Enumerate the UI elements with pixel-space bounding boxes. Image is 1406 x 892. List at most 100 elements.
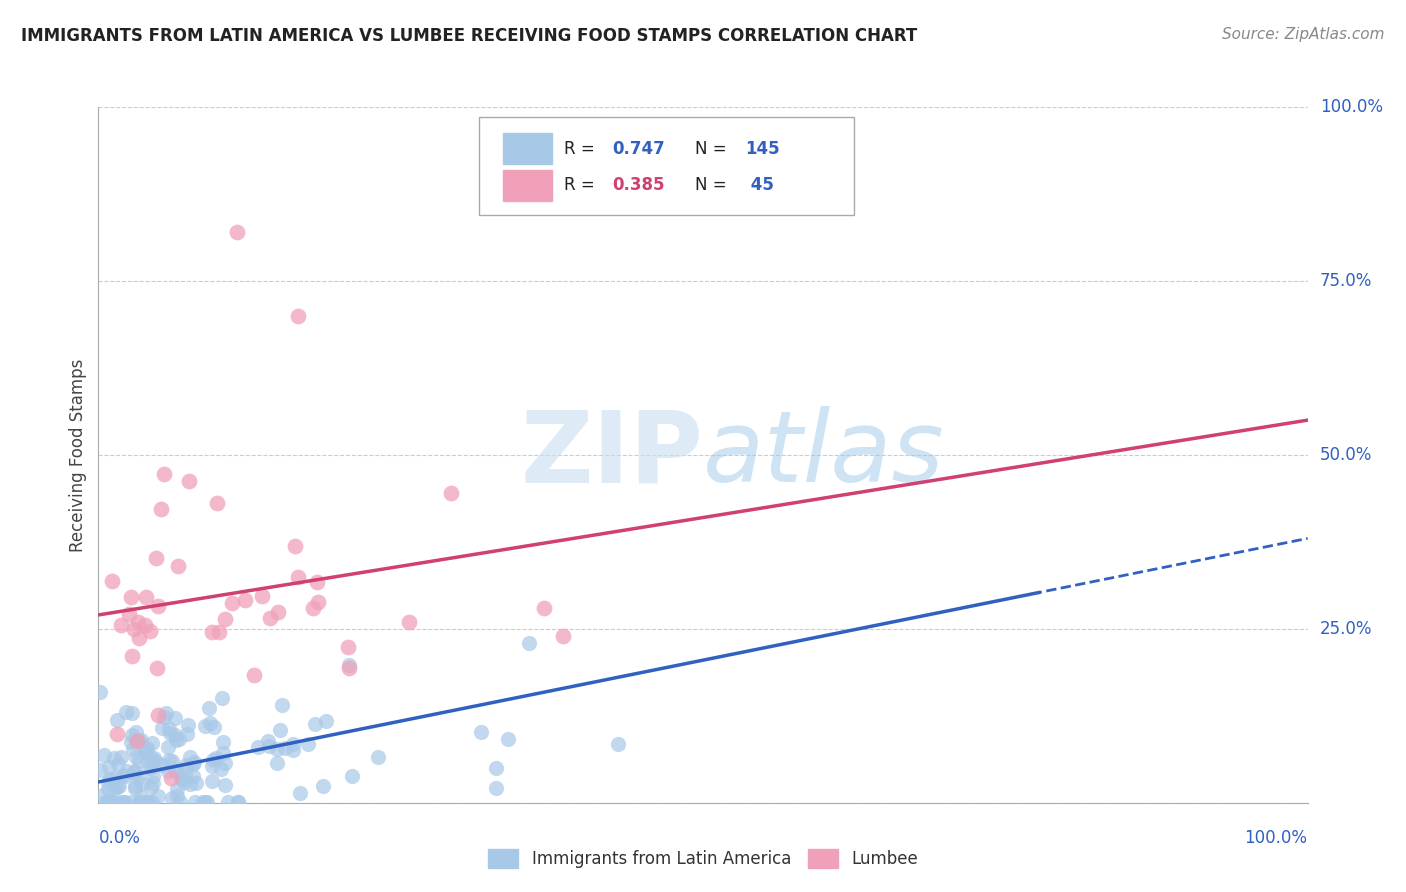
Point	[129, 732, 152, 747]
Point	[141, 795, 163, 809]
Point	[211, 691, 233, 706]
Point	[246, 739, 269, 754]
Point	[96, 795, 118, 809]
Point	[181, 769, 204, 783]
Point	[342, 769, 364, 783]
Point	[167, 558, 190, 573]
Point	[135, 795, 157, 809]
Point	[281, 743, 304, 757]
Point	[120, 735, 142, 749]
Point	[201, 759, 224, 773]
Point	[214, 612, 236, 626]
Point	[270, 698, 292, 713]
Point	[485, 780, 508, 795]
Point	[170, 771, 193, 785]
Point	[533, 600, 555, 615]
Point	[136, 795, 159, 809]
Text: N =: N =	[695, 140, 731, 158]
Text: R =: R =	[564, 176, 600, 194]
Point	[101, 574, 124, 589]
Point	[274, 740, 297, 755]
Point	[121, 706, 143, 720]
Point	[194, 719, 217, 733]
Point	[312, 779, 335, 793]
Point	[150, 721, 173, 735]
Point	[139, 780, 162, 795]
Point	[128, 755, 150, 769]
Point	[159, 726, 181, 740]
Point	[193, 795, 215, 809]
Point	[141, 755, 163, 769]
Point	[267, 605, 290, 619]
Point	[184, 795, 207, 809]
Point	[259, 611, 281, 625]
Point	[208, 624, 231, 639]
Point	[174, 767, 197, 781]
FancyBboxPatch shape	[503, 170, 551, 201]
Point	[124, 780, 146, 795]
Point	[398, 615, 420, 629]
Point	[266, 756, 288, 771]
Point	[142, 775, 165, 789]
Point	[115, 706, 138, 720]
Point	[157, 739, 180, 754]
Point	[114, 768, 136, 782]
Point	[498, 732, 520, 747]
Point	[127, 770, 149, 784]
Point	[153, 467, 176, 482]
Point	[89, 685, 111, 699]
Text: 45: 45	[745, 176, 775, 194]
Point	[142, 769, 165, 783]
Point	[105, 780, 128, 794]
Point	[122, 764, 145, 779]
Point	[141, 736, 163, 750]
Point	[131, 777, 153, 791]
Point	[122, 622, 145, 636]
Point	[105, 714, 128, 728]
Point	[110, 795, 132, 809]
Point	[165, 764, 187, 778]
Point	[198, 716, 221, 731]
Point	[484, 761, 506, 775]
Point	[150, 757, 173, 772]
Point	[607, 737, 630, 751]
Point	[155, 706, 177, 720]
Point	[160, 754, 183, 768]
Point	[125, 733, 148, 747]
Point	[124, 725, 146, 739]
Point	[470, 725, 492, 739]
Point	[125, 750, 148, 764]
Point	[129, 790, 152, 805]
Point	[297, 737, 319, 751]
Point	[256, 734, 278, 748]
Point	[128, 734, 150, 748]
Point	[269, 723, 291, 738]
Point	[201, 774, 224, 789]
Point	[145, 550, 167, 565]
Point	[136, 741, 159, 756]
Text: 0.0%: 0.0%	[98, 829, 141, 847]
Point	[209, 762, 232, 776]
Point	[124, 780, 146, 794]
Point	[103, 751, 125, 765]
Point	[112, 767, 135, 781]
Point	[181, 756, 204, 771]
Point	[120, 591, 142, 605]
Text: 145: 145	[745, 140, 780, 158]
Point	[367, 749, 389, 764]
Point	[110, 749, 132, 764]
Point	[97, 794, 120, 808]
Point	[104, 780, 127, 795]
Point	[302, 600, 325, 615]
Point	[101, 795, 124, 809]
Point	[207, 495, 229, 509]
Point	[139, 761, 162, 775]
Text: atlas: atlas	[703, 407, 945, 503]
Text: N =: N =	[695, 176, 731, 194]
Point	[214, 756, 236, 770]
Point	[121, 728, 143, 742]
Point	[103, 795, 125, 809]
Point	[212, 746, 235, 760]
Point	[146, 599, 169, 614]
Point	[145, 755, 167, 769]
